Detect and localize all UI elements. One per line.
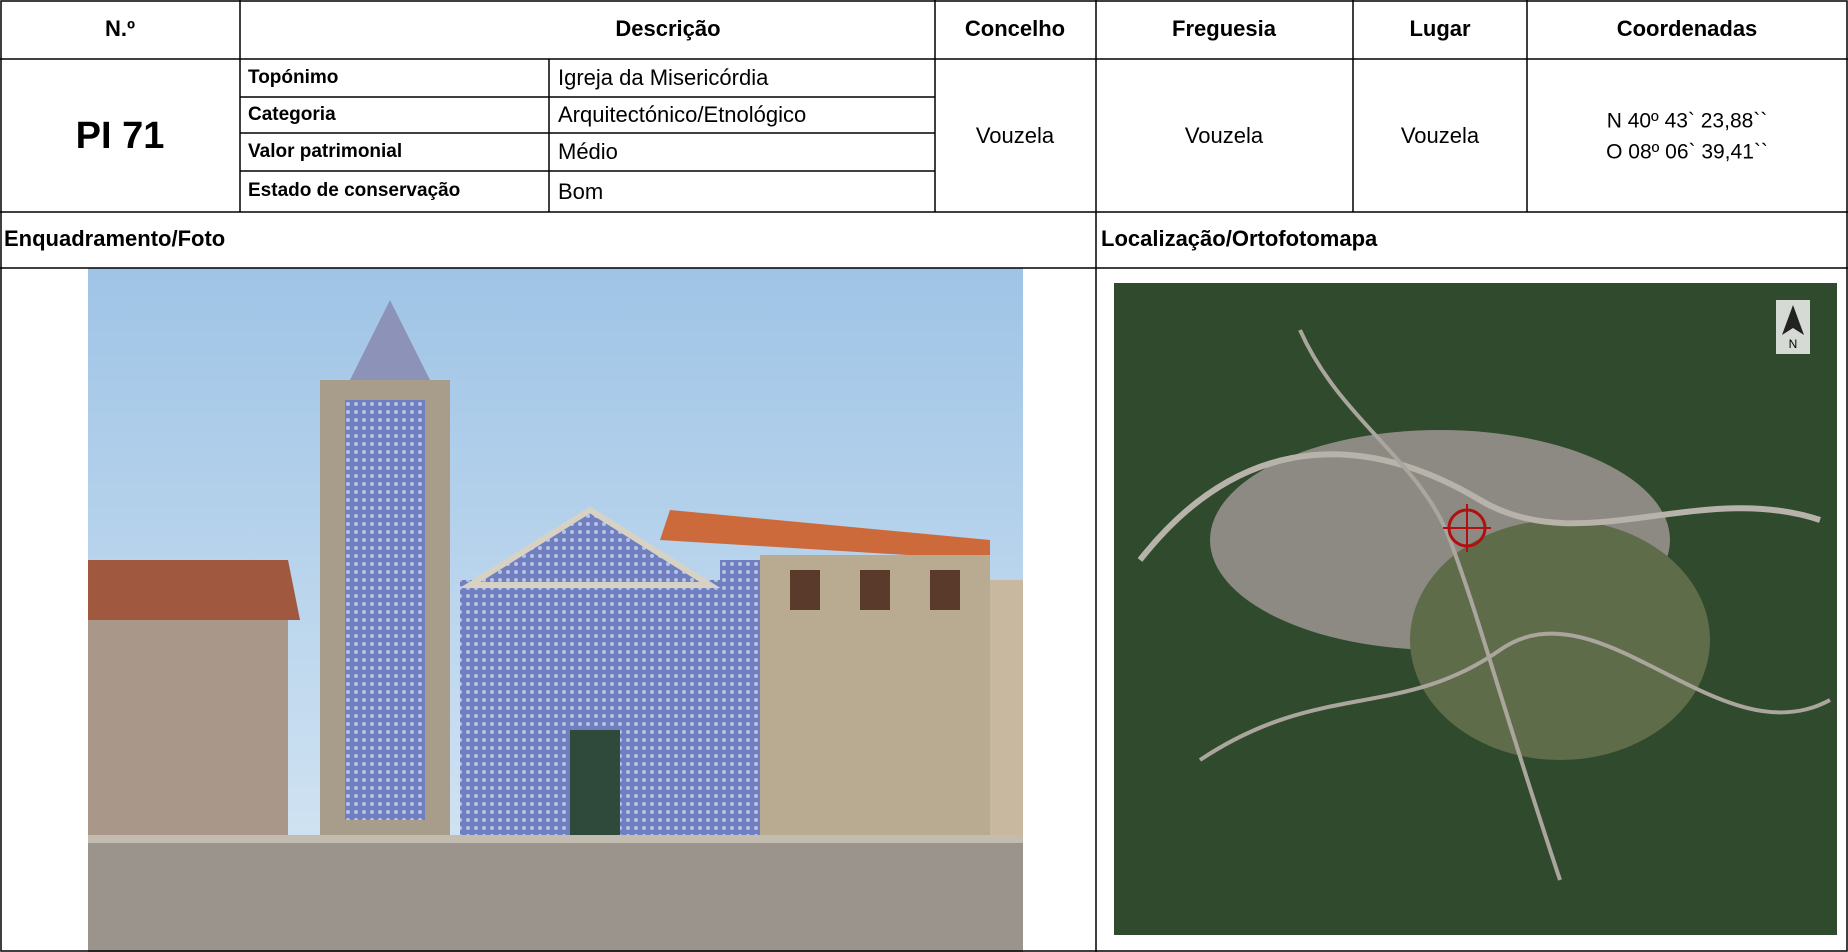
record-number: PI 71 <box>76 115 165 157</box>
photo <box>88 268 1023 952</box>
column-header: Concelho <box>965 16 1065 41</box>
field-label: Categoria <box>248 104 336 125</box>
north-label: N <box>1789 337 1798 351</box>
coordinate: N 40º 43` 23,88`` <box>1607 110 1768 133</box>
section-title: Localização/Ortofotomapa <box>1101 226 1378 251</box>
field-label: Topónimo <box>248 67 338 88</box>
field-value: Igreja da Misericórdia <box>558 65 769 90</box>
orthophoto-map: N <box>1114 283 1837 935</box>
field-label: Estado de conservação <box>248 180 460 201</box>
field-value: Bom <box>558 179 603 204</box>
field-value: Médio <box>558 139 618 164</box>
column-header: N.º <box>105 16 135 41</box>
column-header: Lugar <box>1409 16 1471 41</box>
field-label: Valor patrimonial <box>248 141 402 162</box>
coordinate: O 08º 06` 39,41`` <box>1606 141 1768 164</box>
column-header: Descrição <box>615 16 720 41</box>
section-title: Enquadramento/Foto <box>4 226 225 251</box>
lugar: Vouzela <box>1401 123 1480 148</box>
column-header: Coordenadas <box>1617 16 1758 41</box>
freguesia: Vouzela <box>1185 123 1264 148</box>
column-header: Freguesia <box>1172 16 1277 41</box>
field-value: Arquitectónico/Etnológico <box>558 102 806 127</box>
concelho: Vouzela <box>976 123 1055 148</box>
